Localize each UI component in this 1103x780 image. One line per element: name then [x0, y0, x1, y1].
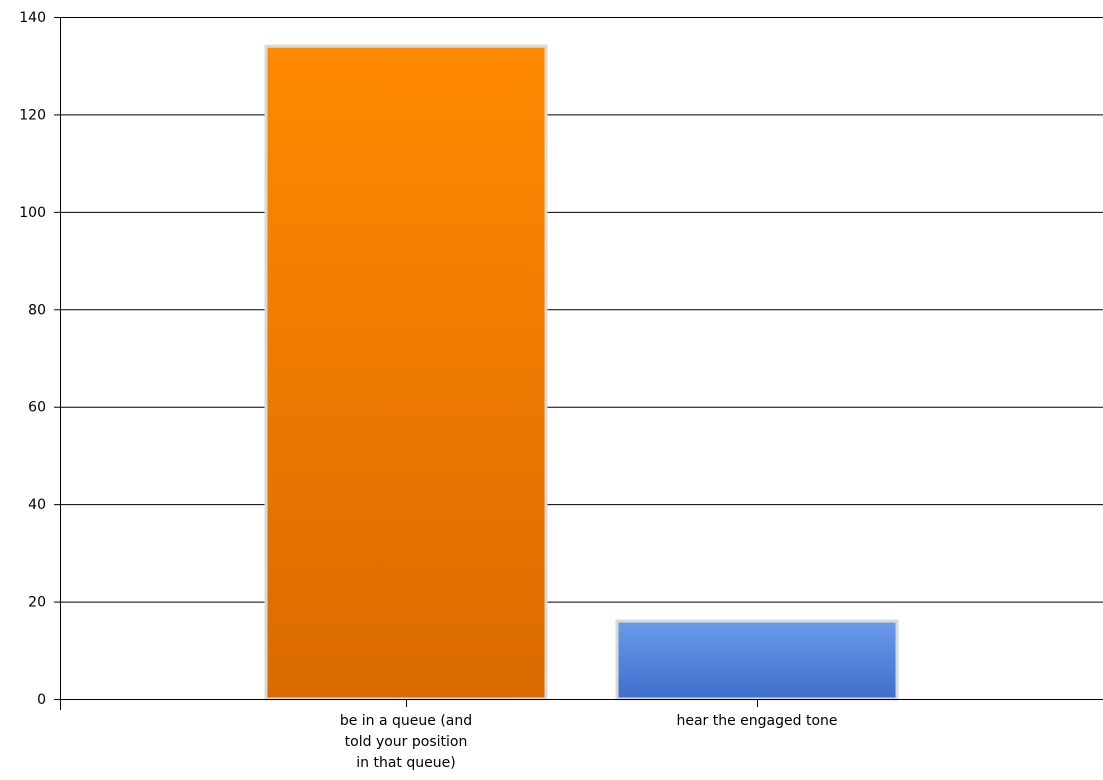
- y-tick-label: 100: [19, 205, 46, 221]
- y-tick-label: 0: [37, 692, 46, 708]
- bar-1: [264, 44, 548, 701]
- x-axis-category-labels: be in a queue (and told your position in t…: [340, 713, 838, 771]
- bars: [264, 44, 899, 701]
- bar-2: [615, 619, 899, 701]
- y-tick-label: 20: [28, 595, 46, 611]
- y-tick-label: 40: [28, 497, 46, 513]
- x-category-label: hear the engaged tone: [676, 713, 837, 729]
- x-category-label: be in a queue (and told your position in t…: [340, 713, 472, 771]
- y-tick-label: 80: [28, 302, 46, 318]
- gridlines: [60, 17, 1103, 603]
- y-tick-label: 140: [19, 10, 46, 26]
- y-axis-tick-labels: 0 20 40 60 80 100 120 140: [19, 10, 46, 708]
- axes: [54, 17, 1103, 710]
- y-tick-label: 120: [19, 107, 46, 123]
- y-tick-label: 60: [28, 400, 46, 416]
